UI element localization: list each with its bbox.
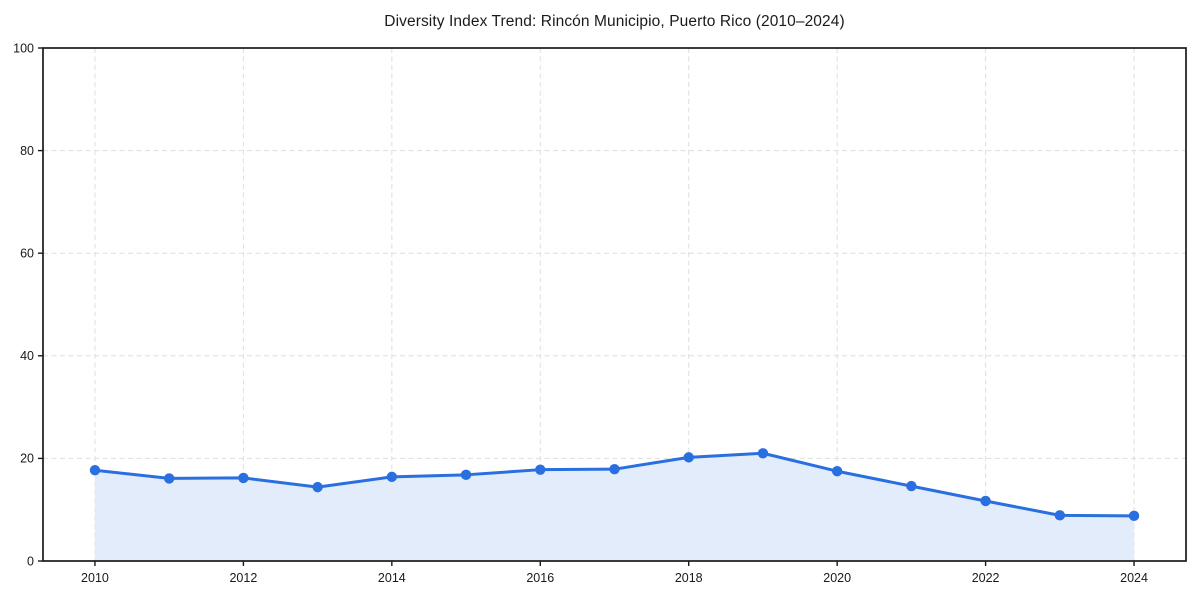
data-point-marker [312, 481, 323, 493]
data-point-marker [906, 480, 917, 492]
plot-border [42, 47, 1187, 562]
x-axis-tick-label: 2012 [229, 571, 257, 585]
data-point-marker [163, 473, 175, 484]
x-axis-tick-label: 2018 [675, 571, 703, 585]
data-point-marker [980, 495, 991, 507]
chart-title: Diversity Index Trend: Rincón Municipio,… [384, 13, 845, 30]
x-axis-tick-label: 2020 [823, 571, 851, 585]
data-point-marker [831, 466, 843, 477]
area-fill [94, 453, 1135, 561]
y-axis-tick-label: 80 [20, 144, 34, 158]
data-point-marker [89, 464, 101, 476]
y-axis-tick-label: 0 [27, 554, 34, 568]
x-axis-tick-label: 2014 [378, 571, 406, 585]
data-point-marker [1054, 510, 1066, 521]
data-point-marker [683, 452, 694, 463]
y-axis-tick-label: 40 [20, 349, 34, 363]
y-axis-tick-label: 100 [13, 41, 34, 55]
x-axis-tick-label: 2024 [1120, 571, 1148, 585]
x-axis-tick-label: 2022 [972, 571, 1000, 585]
data-point-marker [1128, 510, 1140, 522]
y-axis-tick-label: 60 [20, 246, 34, 260]
data-point-marker [609, 463, 620, 475]
data-point-marker [238, 472, 249, 484]
data-point-marker [757, 448, 769, 459]
x-axis-tick-label: 2016 [526, 571, 554, 585]
data-point-marker [386, 471, 398, 483]
y-axis-tick-label: 20 [20, 452, 34, 466]
data-point-marker [535, 464, 546, 475]
x-axis-tick-label: 2010 [81, 571, 109, 585]
data-point-marker [460, 469, 472, 481]
